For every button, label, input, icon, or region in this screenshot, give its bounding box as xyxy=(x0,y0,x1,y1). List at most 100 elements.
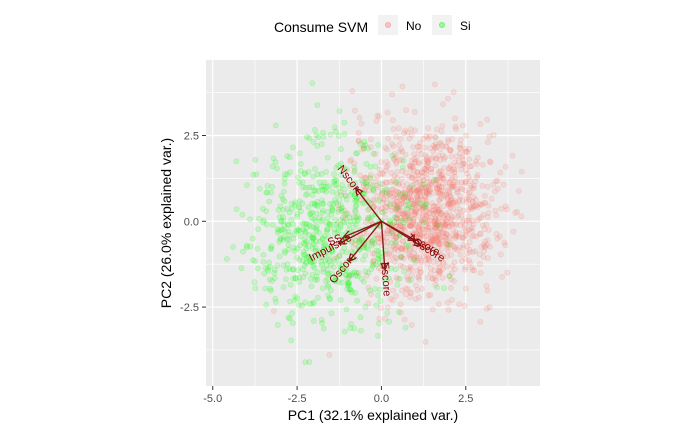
data-point xyxy=(405,212,412,219)
data-point xyxy=(417,268,424,275)
data-point xyxy=(369,238,376,244)
data-point xyxy=(441,212,448,219)
data-point xyxy=(353,202,360,209)
data-point xyxy=(408,203,414,210)
data-point xyxy=(331,217,338,223)
loading-arrow-nscore xyxy=(356,189,382,222)
data-point xyxy=(437,210,444,217)
data-point xyxy=(481,226,488,233)
data-point xyxy=(432,215,439,222)
data-point xyxy=(404,212,410,219)
data-point xyxy=(446,273,453,279)
data-point xyxy=(441,192,447,199)
data-point xyxy=(483,305,490,312)
data-point xyxy=(416,255,423,261)
data-point xyxy=(427,265,434,272)
data-point xyxy=(267,285,274,292)
data-point xyxy=(446,209,452,215)
data-point xyxy=(413,206,419,213)
data-point xyxy=(456,301,463,308)
data-point xyxy=(312,244,319,251)
data-point xyxy=(384,250,391,257)
data-point xyxy=(310,263,317,270)
data-point xyxy=(416,276,423,283)
data-point xyxy=(518,168,525,175)
data-point xyxy=(426,145,433,151)
data-point xyxy=(381,270,387,277)
data-point xyxy=(474,217,481,224)
data-point xyxy=(323,188,329,195)
data-point xyxy=(343,306,350,313)
data-point xyxy=(412,296,419,302)
data-point xyxy=(464,243,470,250)
data-point xyxy=(404,129,411,136)
data-point xyxy=(368,200,375,207)
data-point xyxy=(419,187,426,194)
data-point xyxy=(314,276,321,283)
data-point xyxy=(502,203,509,210)
data-point xyxy=(433,235,440,242)
data-point xyxy=(451,166,457,173)
data-point xyxy=(432,140,439,147)
data-point xyxy=(436,189,443,196)
data-point xyxy=(305,221,312,228)
data-point xyxy=(426,178,432,185)
data-point xyxy=(438,252,445,258)
data-point xyxy=(440,224,447,231)
data-point xyxy=(429,236,436,242)
data-point xyxy=(422,243,429,250)
data-point xyxy=(424,274,431,281)
data-point xyxy=(401,316,408,323)
data-point xyxy=(396,148,403,155)
data-point xyxy=(285,314,292,321)
data-point xyxy=(398,146,405,153)
data-point xyxy=(411,254,418,261)
data-point xyxy=(495,185,501,192)
data-point xyxy=(364,216,371,223)
data-point xyxy=(500,181,507,188)
data-point xyxy=(407,245,414,252)
data-point xyxy=(457,184,464,191)
data-point xyxy=(434,185,441,192)
data-point xyxy=(407,163,414,170)
data-point xyxy=(426,257,432,264)
data-point xyxy=(417,231,423,238)
data-point xyxy=(423,156,430,163)
data-point xyxy=(334,229,341,236)
data-point xyxy=(409,221,416,228)
data-point xyxy=(352,241,359,248)
data-point xyxy=(389,230,396,237)
data-point xyxy=(272,122,279,129)
data-point xyxy=(342,212,348,219)
data-point xyxy=(469,198,476,205)
data-point xyxy=(365,300,372,307)
data-point xyxy=(411,250,418,257)
data-point xyxy=(299,179,306,186)
data-point xyxy=(277,203,284,209)
data-point xyxy=(325,252,332,258)
data-point xyxy=(398,246,404,253)
data-point xyxy=(392,266,399,273)
data-point xyxy=(281,248,288,254)
data-point xyxy=(478,244,485,250)
data-point xyxy=(424,260,431,267)
data-point xyxy=(444,247,451,254)
data-point xyxy=(263,301,270,308)
data-point xyxy=(443,236,450,243)
data-point xyxy=(432,275,438,281)
data-point xyxy=(357,236,364,243)
data-point xyxy=(303,238,310,245)
data-point xyxy=(415,160,422,167)
data-point xyxy=(296,179,302,186)
data-point xyxy=(431,81,438,88)
data-point xyxy=(460,245,467,252)
data-point xyxy=(352,180,359,187)
data-point xyxy=(255,226,262,232)
data-point xyxy=(435,267,442,274)
data-point xyxy=(486,243,493,250)
data-point xyxy=(309,259,316,265)
data-point xyxy=(288,205,295,212)
data-point xyxy=(445,201,451,208)
data-point xyxy=(479,182,486,189)
data-point xyxy=(296,274,303,281)
